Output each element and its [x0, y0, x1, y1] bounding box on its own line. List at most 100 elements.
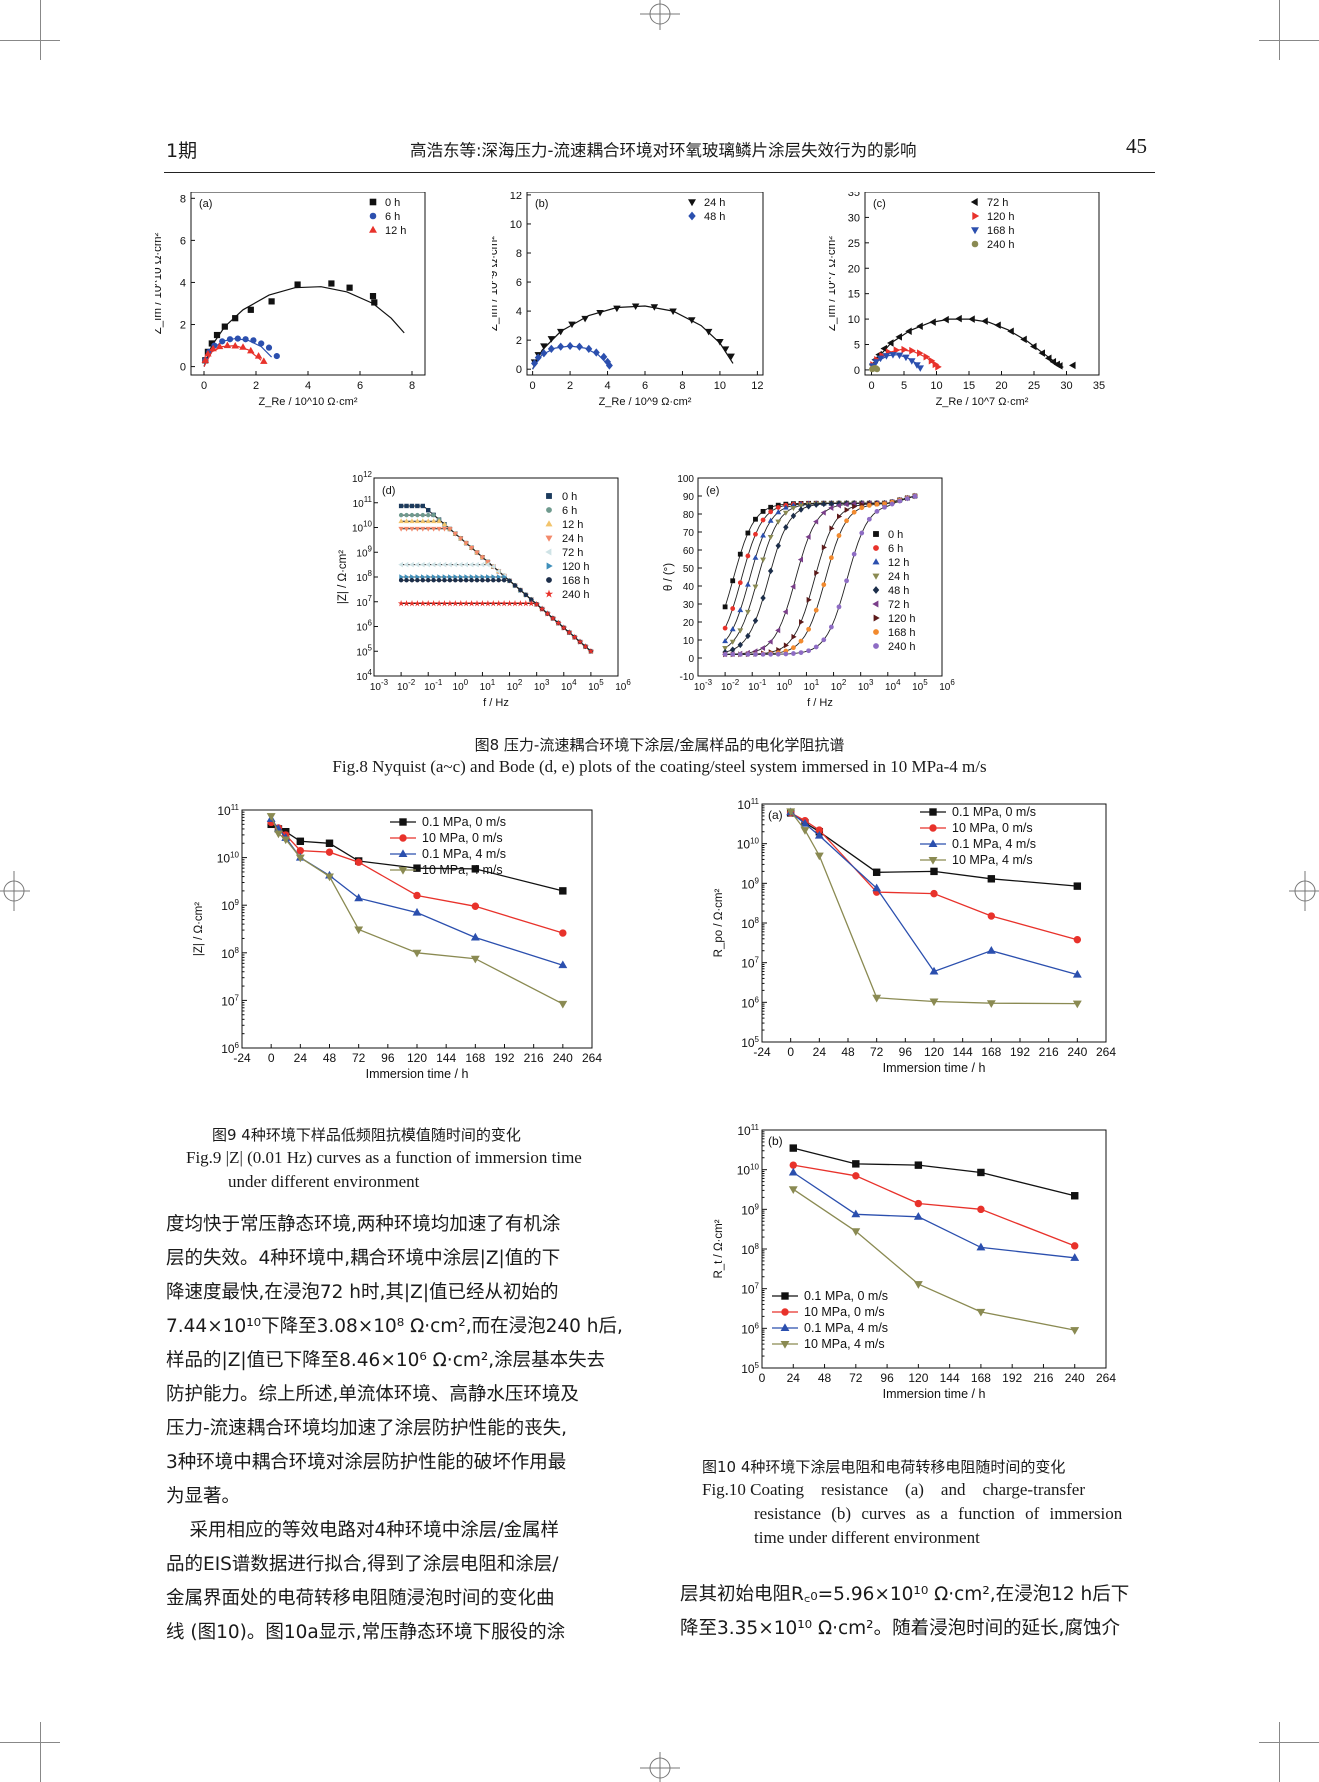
data-point [768, 509, 774, 515]
registration-mark-left [0, 871, 30, 911]
legend-label: 168 h [562, 575, 590, 587]
tick-label: 105 [741, 1361, 759, 1376]
data-point [247, 306, 254, 313]
data-point [419, 600, 426, 607]
data-point [1056, 362, 1063, 370]
tick-label: 107 [741, 956, 759, 971]
y-axis-label: Z_Im / 10^9 Ω·cm² [492, 236, 500, 331]
data-point [528, 600, 535, 607]
data-point [209, 344, 217, 352]
data-point [836, 604, 842, 610]
data-point [507, 578, 512, 583]
tick-label-base: 10 [221, 947, 235, 961]
tick-label-base: 10 [221, 994, 235, 1008]
data-point [576, 638, 584, 645]
data-point [531, 359, 538, 368]
data-point [688, 317, 696, 324]
legend-label: 120 h [888, 613, 916, 625]
data-point [587, 647, 595, 654]
data-point [452, 531, 459, 537]
crop-mark-br2 [1259, 1742, 1319, 1743]
data-point [556, 328, 565, 336]
data-point [409, 518, 415, 524]
fig9-caption-en-2: under different environment [228, 1172, 420, 1191]
tick-label: 120 [407, 1051, 427, 1065]
data-point [325, 848, 334, 856]
y-axis-label: Z_Im / 10^10 Ω·cm² [155, 233, 164, 335]
series-0 [786, 809, 1082, 890]
tick-label: 144 [436, 1051, 456, 1065]
tick-label-exponent: 6 [368, 619, 373, 628]
tick-label-exponent: 7 [755, 1282, 760, 1291]
data-point [496, 578, 501, 583]
data-point [403, 561, 409, 568]
tick-label: 0 [530, 380, 536, 392]
data-point [851, 551, 857, 557]
legend-label: 10 MPa, 4 m/s [952, 853, 1033, 867]
data-point [789, 1144, 797, 1152]
data-point [415, 578, 420, 583]
series-3 [788, 1186, 1080, 1335]
data-point [226, 336, 234, 343]
tick-label-exponent: 5 [599, 678, 604, 687]
data-point [775, 505, 781, 510]
data-point [852, 1172, 860, 1180]
data-point [559, 929, 567, 937]
data-point [517, 600, 524, 607]
data-point [874, 501, 880, 507]
data-point [788, 1186, 798, 1194]
data-point [420, 526, 426, 532]
data-point [409, 512, 415, 518]
data-point [935, 363, 942, 371]
tick-label: 106 [741, 1321, 759, 1336]
data-point [791, 645, 796, 651]
data-point [575, 342, 583, 351]
data-point [474, 561, 479, 568]
series-24h [530, 303, 735, 370]
series-240h [869, 365, 881, 373]
legend-label: 240 h [987, 239, 1015, 251]
data-point [872, 359, 880, 366]
data-point [986, 1000, 996, 1008]
data-point [234, 335, 241, 342]
tick-label-base: 10 [356, 672, 368, 683]
data-point [404, 512, 409, 518]
data-point [534, 353, 542, 362]
data-point [798, 503, 804, 509]
tick-label: 2 [516, 335, 522, 347]
legend-marker [545, 520, 553, 527]
data-point [813, 518, 819, 525]
tick-label-base: 10 [453, 682, 465, 693]
fig8c-nyquist-plot: 0 5 10 15 20 25 30 35 0 5 10 15 20 25 30 35 Z_Re / 10^7 … [829, 192, 1105, 408]
series-2 [786, 807, 1082, 978]
data-point [480, 578, 485, 583]
body-line: 压力-流速耦合环境均加速了涂层防护性能的丧失, [166, 1418, 568, 1439]
fig10-caption-en-3: time under different environment [754, 1528, 980, 1547]
data-point [760, 508, 766, 514]
tick-label-exponent: 5 [755, 1361, 760, 1370]
data-point [737, 580, 743, 586]
tick-label-base: 10 [737, 1164, 751, 1178]
data-point [1073, 935, 1082, 944]
data-point [790, 505, 797, 512]
tick-label: 101 [480, 678, 496, 693]
series-3 [786, 808, 1082, 1009]
data-point [471, 865, 480, 873]
data-point [722, 637, 729, 644]
series-line [270, 823, 563, 892]
y-axis-label: |Z| / Ω·cm² [193, 902, 205, 956]
legend-marker [972, 212, 980, 220]
tick-label: 6 [642, 380, 648, 392]
plot-frame [864, 192, 1100, 376]
data-point [806, 596, 812, 603]
data-point [398, 526, 404, 532]
data-point [398, 561, 403, 568]
data-point [242, 336, 249, 343]
data-point [814, 569, 820, 576]
data-point [753, 516, 758, 522]
registration-mark-bottom [640, 1752, 680, 1782]
tick-label: 109 [741, 1202, 759, 1217]
data-point [446, 600, 454, 607]
data-point [250, 337, 257, 344]
tick-label: 24 [813, 1045, 827, 1059]
